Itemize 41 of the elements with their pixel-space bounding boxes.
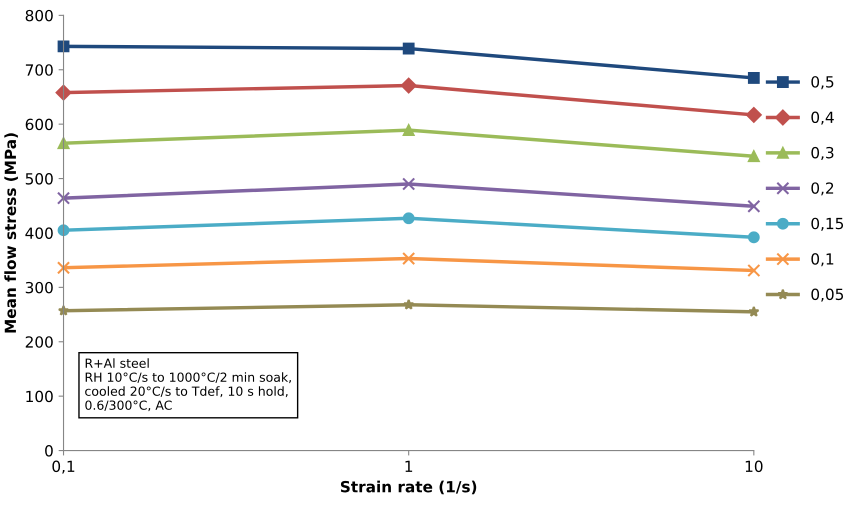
legend-label: 0,1 <box>811 253 834 266</box>
point <box>58 137 70 150</box>
point <box>58 40 70 52</box>
point <box>402 252 416 266</box>
point <box>748 306 760 317</box>
point <box>403 298 414 310</box>
x-tick-label: 10 <box>746 460 763 472</box>
point <box>400 78 417 94</box>
legend-label: 0,4 <box>811 111 834 125</box>
y-tick-label: 0 <box>45 445 53 457</box>
x-tick-label: 0,1 <box>52 460 74 474</box>
point <box>402 212 415 224</box>
y-tick-label: 600 <box>26 118 53 130</box>
point <box>56 261 70 274</box>
y-tick-label: 800 <box>26 10 53 22</box>
annotation: R+Al steel RH 10°C/s to 1000°C/2 min soak, cooled 20°C/s to Tdef, 10 s hold, 0.6/300°C, AC <box>85 358 291 412</box>
point <box>747 200 760 213</box>
point <box>402 124 415 136</box>
legend-label: 0,15 <box>811 218 844 231</box>
point <box>747 264 760 278</box>
legend-label: 0,2 <box>811 182 834 196</box>
y-tick-label: 500 <box>26 173 53 185</box>
y-tick-label: 100 <box>26 390 53 402</box>
legend-label: 0,5 <box>811 76 834 90</box>
point <box>402 42 415 54</box>
x-axis-title: Strain rate (1/s) <box>340 480 476 494</box>
legend-label: 0,3 <box>811 146 834 160</box>
point <box>748 150 760 162</box>
point <box>58 224 70 236</box>
y-tick-label: 300 <box>26 282 53 294</box>
y-tick-label: 200 <box>26 336 53 348</box>
y-axis-title: Mean flow stress (MPa) <box>4 133 18 333</box>
point <box>746 106 762 123</box>
point <box>402 177 416 191</box>
x-tick-label: 1 <box>405 460 412 472</box>
y-tick-label: 400 <box>25 227 53 239</box>
point <box>748 231 760 244</box>
point <box>56 192 70 205</box>
y-tick-label: 700 <box>26 64 53 76</box>
point <box>748 72 760 84</box>
legend-label: 0,05 <box>811 288 844 302</box>
